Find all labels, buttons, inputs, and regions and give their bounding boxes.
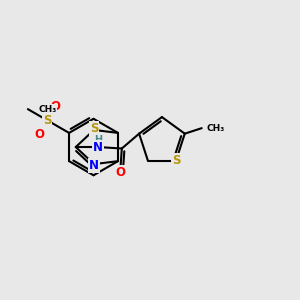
Text: CH₃: CH₃ — [206, 124, 224, 133]
Text: S: S — [90, 122, 98, 135]
Text: S: S — [43, 114, 51, 127]
Text: O: O — [50, 100, 60, 112]
Text: CH₃: CH₃ — [38, 105, 56, 114]
Text: H: H — [94, 136, 102, 146]
Text: N: N — [93, 140, 103, 154]
Text: S: S — [172, 154, 180, 167]
Text: N: N — [89, 159, 99, 172]
Text: O: O — [115, 167, 125, 179]
Text: O: O — [34, 128, 44, 141]
